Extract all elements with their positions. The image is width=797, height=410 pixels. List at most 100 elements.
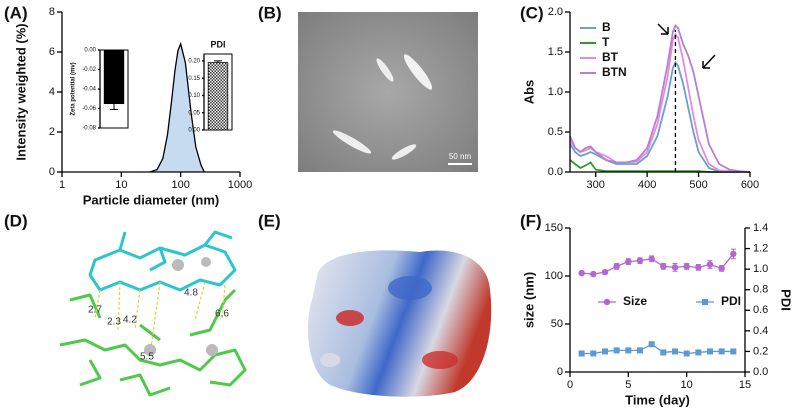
y-tick-label: 50 bbox=[551, 318, 563, 330]
y2-tick-label: 0.2 bbox=[753, 345, 768, 357]
annotations bbox=[657, 23, 716, 69]
y2-axis-label: PDI bbox=[779, 289, 794, 311]
x-tick-label: 600 bbox=[741, 179, 759, 191]
y2-tick-label: 0.8 bbox=[753, 284, 768, 296]
y2-tick-label: 1.2 bbox=[753, 242, 768, 254]
legend-label: T bbox=[602, 35, 610, 49]
marker bbox=[613, 263, 620, 270]
marker bbox=[730, 348, 737, 355]
marker bbox=[660, 349, 667, 356]
panel-label: (B) bbox=[258, 3, 282, 22]
marker bbox=[602, 348, 608, 355]
marker bbox=[672, 348, 678, 355]
y-tick-label: 6 bbox=[49, 46, 55, 58]
bar bbox=[207, 62, 229, 131]
x-tick-label: 15 bbox=[739, 379, 751, 391]
y-axis-label: Zeta potential (mv) bbox=[71, 62, 77, 115]
distance-label: 2.7 bbox=[88, 305, 102, 316]
legend-label: Size bbox=[623, 294, 647, 308]
distance-label: 2.3 bbox=[107, 317, 121, 328]
y-tick-label: 150 bbox=[545, 222, 563, 234]
legend-marker bbox=[603, 298, 611, 306]
y-tick-label: -0.02 bbox=[82, 67, 96, 73]
marker bbox=[625, 258, 632, 265]
marker bbox=[683, 263, 690, 270]
y-tick-label: 1.0 bbox=[548, 86, 563, 98]
y-tick-label: -0.08 bbox=[82, 126, 96, 132]
scale-bar-label: 50 nm bbox=[449, 152, 472, 161]
panel-label: (F) bbox=[520, 211, 542, 230]
y-axis-label: Intensity weighted (%) bbox=[13, 23, 28, 160]
legend-label: BT bbox=[602, 50, 619, 64]
y-tick-label: 2 bbox=[49, 126, 55, 138]
marker bbox=[590, 350, 597, 357]
y-axis-label: Abs bbox=[521, 80, 536, 105]
y-tick-label: 100 bbox=[545, 270, 563, 282]
marker bbox=[625, 347, 632, 354]
x-tick-label: 1 bbox=[59, 179, 65, 191]
error-bar bbox=[214, 60, 222, 63]
x-tick-label: 100 bbox=[171, 179, 189, 191]
marker bbox=[601, 268, 609, 276]
marker bbox=[590, 270, 597, 278]
y-tick-label: 2.0 bbox=[548, 6, 563, 18]
y-tick-label: 0.00 bbox=[84, 48, 96, 54]
y-tick-label: 0.15 bbox=[188, 76, 200, 82]
y-tick-label: -0.06 bbox=[82, 106, 96, 112]
y2-tick-label: 0.6 bbox=[753, 304, 768, 316]
x-tick-label: 500 bbox=[689, 179, 707, 191]
y-tick-label: 4 bbox=[49, 86, 55, 98]
x-tick-label: 5 bbox=[625, 379, 631, 391]
panel-label: (D) bbox=[4, 211, 28, 230]
x-tick-label: 400 bbox=[638, 179, 656, 191]
marker bbox=[706, 261, 714, 268]
bar bbox=[103, 49, 125, 105]
size-distribution bbox=[149, 41, 205, 173]
x-axis-label: Particle diameter (nm) bbox=[83, 192, 220, 207]
x-tick-label: 10 bbox=[115, 179, 127, 191]
y-tick-label: 0.05 bbox=[188, 110, 200, 116]
distance-label: 4.2 bbox=[123, 315, 137, 326]
tem-image: 50 nm bbox=[298, 12, 478, 172]
marker bbox=[648, 341, 655, 348]
y-tick-label: 0.20 bbox=[188, 58, 200, 64]
y-axis-label: size (nm) bbox=[521, 272, 536, 328]
marker bbox=[637, 347, 643, 354]
marker bbox=[707, 348, 713, 355]
legend-label: B bbox=[602, 20, 611, 34]
y2-tick-label: 0.4 bbox=[753, 325, 768, 337]
x-axis-label: Time (day) bbox=[625, 392, 690, 407]
series-line bbox=[569, 60, 750, 173]
legend-label: BTN bbox=[602, 65, 627, 79]
x-tick-label: 1000 bbox=[228, 179, 252, 191]
marker bbox=[718, 348, 725, 355]
marker bbox=[718, 265, 725, 272]
marker bbox=[636, 257, 644, 264]
y-tick-label: 0.0 bbox=[548, 166, 563, 178]
legend-marker bbox=[702, 299, 708, 305]
y2-tick-label: 1.4 bbox=[753, 222, 768, 234]
marker bbox=[695, 349, 702, 356]
y-tick-label: 1.5 bbox=[548, 46, 563, 58]
distance-label: 6.6 bbox=[215, 309, 229, 320]
x-tick-label: 10 bbox=[681, 379, 693, 391]
y-tick-label: 0.5 bbox=[548, 126, 563, 138]
marker bbox=[695, 264, 702, 271]
x-tick-label: 0 bbox=[567, 379, 573, 391]
marker bbox=[578, 269, 585, 277]
y2-tick-label: 0.0 bbox=[753, 366, 768, 378]
marker bbox=[613, 347, 620, 354]
y-tick-label: 0 bbox=[49, 166, 55, 178]
marker bbox=[683, 350, 690, 357]
panel-label: (A) bbox=[4, 3, 28, 22]
inset-title: PDI bbox=[210, 39, 225, 49]
y-tick-label: 0.00 bbox=[188, 128, 200, 134]
marker bbox=[730, 250, 737, 258]
y-tick-label: -0.04 bbox=[82, 87, 96, 93]
x-tick-label: 300 bbox=[587, 179, 605, 191]
y-tick-label: 0.10 bbox=[188, 93, 200, 99]
marker bbox=[660, 263, 667, 270]
series-line bbox=[569, 24, 751, 173]
series-line bbox=[569, 32, 750, 173]
